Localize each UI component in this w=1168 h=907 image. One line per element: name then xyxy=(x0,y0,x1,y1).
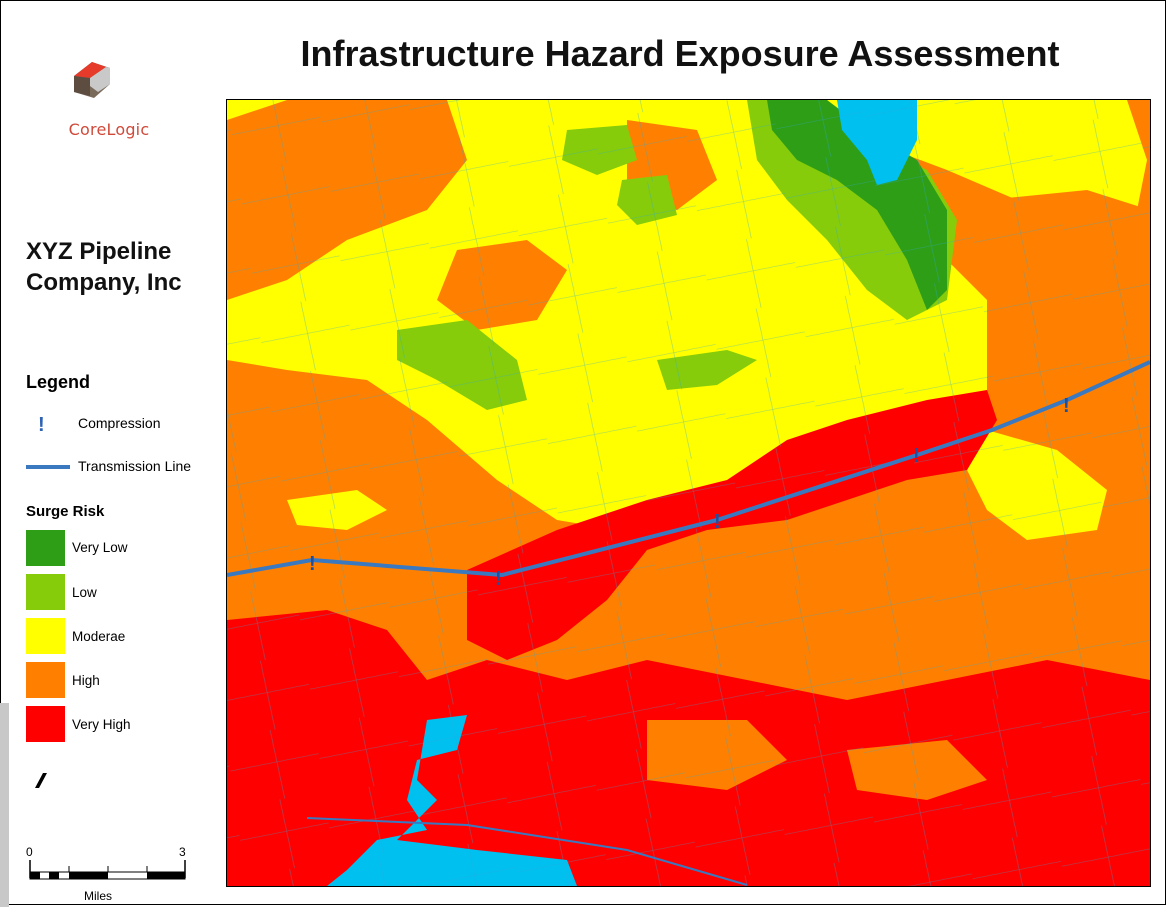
label-very-low: Very Low xyxy=(72,540,128,555)
compression-station-2[interactable]: ! xyxy=(495,568,502,590)
swatch-very-high xyxy=(26,706,65,742)
compression-station-4[interactable]: ! xyxy=(913,445,920,467)
label-low: Low xyxy=(72,585,97,600)
company-name: XYZ Pipeline Company, Inc xyxy=(26,236,226,298)
swatch-low xyxy=(26,574,65,610)
company-line-2: Company, Inc xyxy=(26,269,182,296)
scale-bar xyxy=(29,858,187,889)
label-very-high: Very High xyxy=(72,717,131,732)
scale-start: 0 xyxy=(26,845,33,859)
north-arrow-icon xyxy=(34,773,48,794)
legend-title: Legend xyxy=(26,372,91,392)
compression-label: Compression xyxy=(78,415,161,431)
scale-end: 3 xyxy=(179,845,186,859)
page-title: Infrastructure Hazard Exposure Assessmen… xyxy=(300,33,1060,74)
transmission-line-label: Transmission Line xyxy=(78,458,192,474)
swatch-moderate xyxy=(26,618,65,654)
label-moderate: Moderae xyxy=(72,629,126,644)
road-network xyxy=(227,100,1150,886)
surge-risk-title: Surge Risk xyxy=(26,503,105,520)
logo-text: CoreLogic xyxy=(68,120,150,139)
swatch-very-low xyxy=(26,530,65,566)
compression-icon: ! xyxy=(38,414,45,436)
transmission-line-icon xyxy=(26,465,70,469)
swatch-high xyxy=(26,662,65,698)
corelogic-logo: CoreLogic xyxy=(34,40,184,150)
compression-station-5[interactable]: ! xyxy=(1063,395,1070,417)
transmission-line[interactable] xyxy=(227,360,1150,577)
compression-station-3[interactable]: ! xyxy=(714,511,721,533)
hazard-map[interactable]: ! ! ! ! ! xyxy=(226,99,1151,887)
scale-unit: Miles xyxy=(84,889,113,903)
transmission-line-south[interactable] xyxy=(306,817,748,886)
company-line-1: XYZ Pipeline xyxy=(26,238,172,265)
gray-strip xyxy=(0,703,9,907)
compression-station-1[interactable]: ! xyxy=(309,553,316,575)
label-high: High xyxy=(72,673,100,688)
